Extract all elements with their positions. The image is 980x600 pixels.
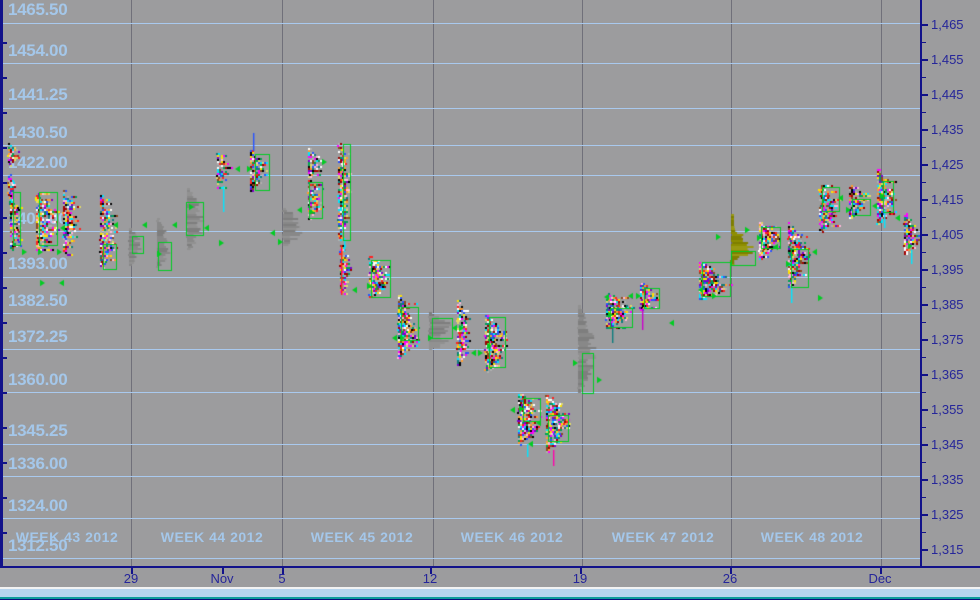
divider-strip: [0, 587, 980, 589]
left-axis-tick: [0, 391, 7, 394]
price-axis-minor-tick: [922, 356, 926, 359]
left-axis-tick: [0, 181, 7, 184]
price-axis-tick: [922, 164, 928, 166]
price-axis-minor-tick: [922, 41, 926, 44]
price-axis-line: [920, 0, 922, 566]
date-tick: [430, 568, 432, 574]
price-axis-minor-tick: [922, 76, 926, 79]
price-axis-minor-tick: [922, 321, 926, 324]
date-tick-label: 5: [278, 571, 286, 586]
date-tick-label: 12: [422, 571, 438, 586]
date-tick: [730, 568, 732, 574]
price-axis-label: 1,385: [931, 296, 964, 312]
price-axis-tick: [922, 479, 928, 481]
price-axis-label: 1,465: [931, 16, 964, 32]
left-axis-tick: [0, 321, 7, 324]
horizontal-scrollbar[interactable]: [0, 589, 980, 597]
price-axis-label: 1,355: [931, 401, 964, 417]
left-axis-tick: [0, 111, 7, 114]
price-axis-tick: [922, 199, 928, 201]
price-axis-minor-tick: [922, 496, 926, 499]
left-axis-tick: [0, 461, 7, 464]
left-axis-tick: [0, 251, 7, 254]
date-tick: [580, 568, 582, 574]
price-axis-minor-tick: [922, 531, 926, 534]
left-axis-tick: [0, 531, 7, 534]
date-tick-label: 19: [572, 571, 588, 586]
price-axis-minor-tick: [922, 111, 926, 114]
date-tick: [222, 568, 224, 574]
price-axis-label: 1,455: [931, 51, 964, 67]
date-tick-label: 29: [123, 571, 139, 586]
price-axis-tick: [922, 129, 928, 131]
price-axis-tick: [922, 304, 928, 306]
date-tick: [282, 568, 284, 574]
left-axis-tick: [0, 216, 7, 219]
price-axis-label: 1,315: [931, 541, 964, 557]
price-axis-tick: [922, 24, 928, 26]
price-axis-tick: [922, 234, 928, 236]
price-axis-minor-tick: [922, 216, 926, 219]
price-axis-minor-tick: [922, 251, 926, 254]
price-axis-label: 1,445: [931, 86, 964, 102]
left-axis-tick: [0, 356, 7, 359]
chart-plot-area[interactable]: 1465.501454.001441.251430.501422.001406.…: [0, 0, 920, 566]
price-axis-label: 1,415: [931, 191, 964, 207]
price-axis-label: 1,425: [931, 156, 964, 172]
price-axis-minor-tick: [922, 286, 926, 289]
price-axis-tick: [922, 94, 928, 96]
left-axis-tick: [0, 146, 7, 149]
price-axis-tick: [922, 59, 928, 61]
date-axis[interactable]: 29 Nov 5 12 19 26 Dec: [0, 566, 980, 587]
window-bottom-edge: [0, 598, 980, 600]
price-axis-minor-tick: [922, 146, 926, 149]
price-axis-tick: [922, 409, 928, 411]
price-axis-minor-tick: [922, 391, 926, 394]
price-axis-label: 1,365: [931, 366, 964, 382]
date-tick-label: Nov: [210, 571, 234, 586]
left-axis-tick: [0, 286, 7, 289]
left-axis-tick: [0, 426, 7, 429]
price-axis-tick: [922, 549, 928, 551]
left-axis-tick: [0, 76, 7, 79]
price-axis-label: 1,435: [931, 121, 964, 137]
price-axis-label: 1,335: [931, 471, 964, 487]
price-clusters-canvas: [0, 0, 920, 566]
left-axis-line: [0, 0, 3, 566]
price-axis-minor-tick: [922, 461, 926, 464]
price-axis[interactable]: 1,465 1,455 1,445 1,435 1,425 1,415 1,405 1,395…: [920, 0, 980, 566]
price-axis-label: 1,405: [931, 226, 964, 242]
date-tick-label: 26: [722, 571, 738, 586]
price-axis-tick: [922, 339, 928, 341]
price-axis-label: 1,345: [931, 436, 964, 452]
price-axis-minor-tick: [922, 426, 926, 429]
price-axis-tick: [922, 269, 928, 271]
price-axis-minor-tick: [922, 181, 926, 184]
price-axis-tick: [922, 514, 928, 516]
left-axis-tick: [0, 496, 7, 499]
price-axis-label: 1,375: [931, 331, 964, 347]
price-axis-tick: [922, 444, 928, 446]
price-axis-label: 1,395: [931, 261, 964, 277]
date-tick: [880, 568, 882, 574]
left-axis-tick: [0, 41, 7, 44]
scrollbar-teal-edge: [0, 597, 980, 599]
date-tick-label: Dec: [868, 571, 892, 586]
price-axis-label: 1,325: [931, 506, 964, 522]
price-axis-tick: [922, 374, 928, 376]
date-tick: [131, 568, 133, 574]
